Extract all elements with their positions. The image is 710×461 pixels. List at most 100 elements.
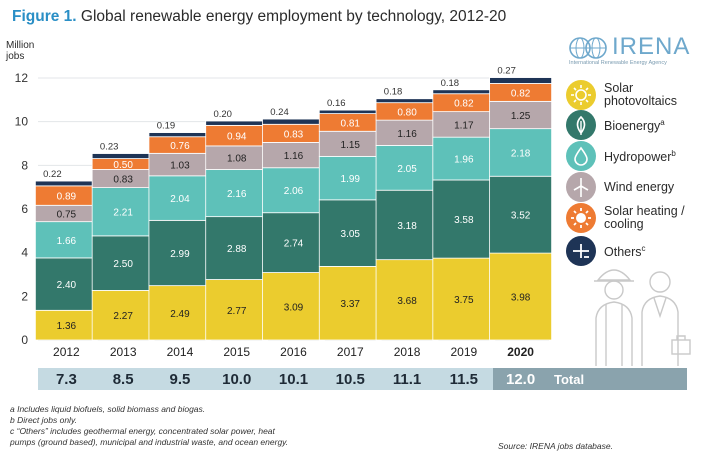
- total-value: 11.1: [392, 371, 422, 388]
- data-label-bioenergy: 3.52: [511, 211, 531, 222]
- data-label-wind: 1.16: [284, 151, 304, 162]
- data-label-bioenergy: 3.58: [454, 215, 474, 226]
- bar-segment-bioenergy: [91, 235, 155, 291]
- y-tick-label: 4: [21, 246, 28, 260]
- x-tick-label: 2020: [507, 345, 534, 359]
- bar-segment-solar_pv: [432, 257, 496, 341]
- total-value: 10.1: [278, 371, 309, 388]
- footnote-a: a Includes liquid biofuels, solid biomas…: [10, 404, 206, 414]
- bar-segment-hydropower: [205, 169, 269, 218]
- legend-item-others: Othersc: [566, 236, 710, 266]
- bar-segment-others: [489, 77, 553, 84]
- bar-segment-others: [91, 153, 155, 159]
- data-label-hydropower: 2.06: [284, 186, 304, 197]
- bar-segment-others: [432, 89, 496, 95]
- total-value: 10.0: [222, 371, 252, 388]
- logo-wordmark: IRENA: [612, 33, 691, 60]
- irena-logo: IRENA International Renewable Energy Age…: [568, 33, 689, 67]
- bar-segment-bioenergy: [148, 219, 212, 287]
- data-label-bioenergy: 2.40: [57, 280, 77, 291]
- data-label-wind: 1.03: [170, 161, 190, 172]
- data-label-solar_heating: 0.76: [170, 141, 190, 152]
- data-label-wind: 1.25: [511, 111, 531, 122]
- data-label-hydropower: 1.96: [454, 155, 474, 166]
- data-label-hydropower: 2.21: [113, 208, 133, 219]
- y-axis-label: Million jobs: [6, 40, 35, 62]
- y-tick-label: 12: [15, 71, 29, 85]
- bar-segment-hydropower: [489, 128, 553, 177]
- total-value: 7.3: [55, 371, 77, 388]
- data-label-bioenergy: 3.05: [341, 229, 361, 240]
- bar-segment-others: [375, 98, 439, 104]
- legend-label: Othersc: [604, 244, 646, 260]
- bar-segment-bioenergy: [489, 175, 553, 254]
- y-tick-label: 6: [21, 202, 28, 216]
- legend-footnote-marker: b: [671, 149, 676, 159]
- data-label-hydropower: 1.99: [341, 174, 361, 185]
- totals-highlight: [493, 368, 687, 390]
- footnote-c: c “Others” includes geothermal energy, c…: [10, 426, 275, 436]
- bar-segment-hydropower: [148, 175, 212, 221]
- totals-row: Total 7.3 8.5 9.5 10.0 10.1 10.5 11.1 11.5 12.0: [38, 368, 687, 390]
- data-label-solar_heating: 0.50: [113, 160, 133, 171]
- bar-segment-wind: [375, 119, 439, 146]
- x-tick-label: 2019: [450, 345, 477, 359]
- bar-segment-others: [318, 109, 382, 114]
- data-label-hydropower: 2.05: [397, 164, 417, 175]
- y-tick-label: 0: [21, 333, 28, 347]
- x-tick-label: 2013: [110, 345, 137, 359]
- legend-label: Bioenergya: [604, 118, 665, 134]
- data-label-solar_pv: 2.77: [227, 306, 247, 317]
- data-label-bioenergy: 3.18: [397, 221, 417, 232]
- data-label-solar_pv: 3.75: [454, 295, 474, 306]
- data-label-others: 0.18: [384, 87, 403, 98]
- data-label-solar_pv: 3.09: [284, 302, 304, 313]
- bar-segment-others: [205, 120, 269, 126]
- legend-item-solar_heating: Solar heating / cooling: [566, 203, 710, 233]
- data-label-bioenergy: 2.50: [113, 259, 133, 270]
- totals-band: [38, 368, 494, 390]
- x-tick-label: 2015: [223, 345, 250, 359]
- legend-item-wind: Wind energy: [566, 172, 710, 202]
- workers-illustration-icon: [594, 269, 691, 366]
- data-label-solar_pv: 3.37: [341, 299, 361, 310]
- data-label-solar_heating: 0.80: [397, 107, 417, 118]
- totals-label: Total: [554, 372, 585, 387]
- total-value: 10.5: [335, 371, 365, 388]
- legend-item-hydropower: Hydropowerb: [566, 141, 710, 171]
- footnote-c-cont: pumps (ground based), municipal and indu…: [10, 437, 289, 447]
- total-value: 9.5: [169, 371, 191, 388]
- data-label-wind: 1.16: [397, 129, 417, 140]
- sun-heat-icon: [566, 203, 596, 233]
- data-label-others: 0.16: [327, 98, 346, 109]
- bar-segment-solar_pv: [205, 279, 269, 341]
- data-label-solar_heating: 0.81: [341, 118, 361, 129]
- data-label-wind: 1.17: [454, 120, 474, 131]
- bar-segment-hydropower: [318, 155, 382, 201]
- bar-segment-hydropower: [432, 136, 496, 181]
- bar-segment-bioenergy: [262, 212, 325, 273]
- bar-segment-bioenergy: [432, 179, 496, 259]
- logo-tagline: International Renewable Energy Agency: [569, 60, 667, 66]
- bar-segment-bioenergy: [34, 257, 98, 311]
- data-label-solar_pv: 2.27: [113, 311, 133, 322]
- source-note: Source: IRENA jobs database.: [498, 441, 613, 451]
- data-label-bioenergy: 2.88: [227, 244, 247, 255]
- data-label-solar_heating: 0.82: [454, 99, 474, 110]
- data-label-others: 0.27: [497, 66, 516, 77]
- data-label-others: 0.24: [270, 107, 289, 118]
- bar-segment-solar_pv: [262, 272, 325, 341]
- total-value: 8.5: [112, 371, 134, 388]
- footnotes: a Includes liquid biofuels, solid biomas…: [10, 404, 288, 448]
- data-label-wind: 0.83: [113, 175, 133, 186]
- bar-segment-others: [34, 180, 98, 187]
- data-label-hydropower: 2.04: [170, 194, 190, 205]
- figure-number: Figure 1.: [12, 8, 77, 25]
- y-tick-label: 8: [21, 158, 28, 172]
- data-label-bioenergy: 2.74: [284, 239, 304, 250]
- legend-label: Wind energy: [604, 179, 675, 194]
- bar-segment-wind: [318, 130, 382, 157]
- data-label-wind: 0.75: [57, 209, 77, 220]
- bar-segment-solar_pv: [489, 252, 553, 341]
- data-label-solar_pv: 1.36: [57, 321, 77, 332]
